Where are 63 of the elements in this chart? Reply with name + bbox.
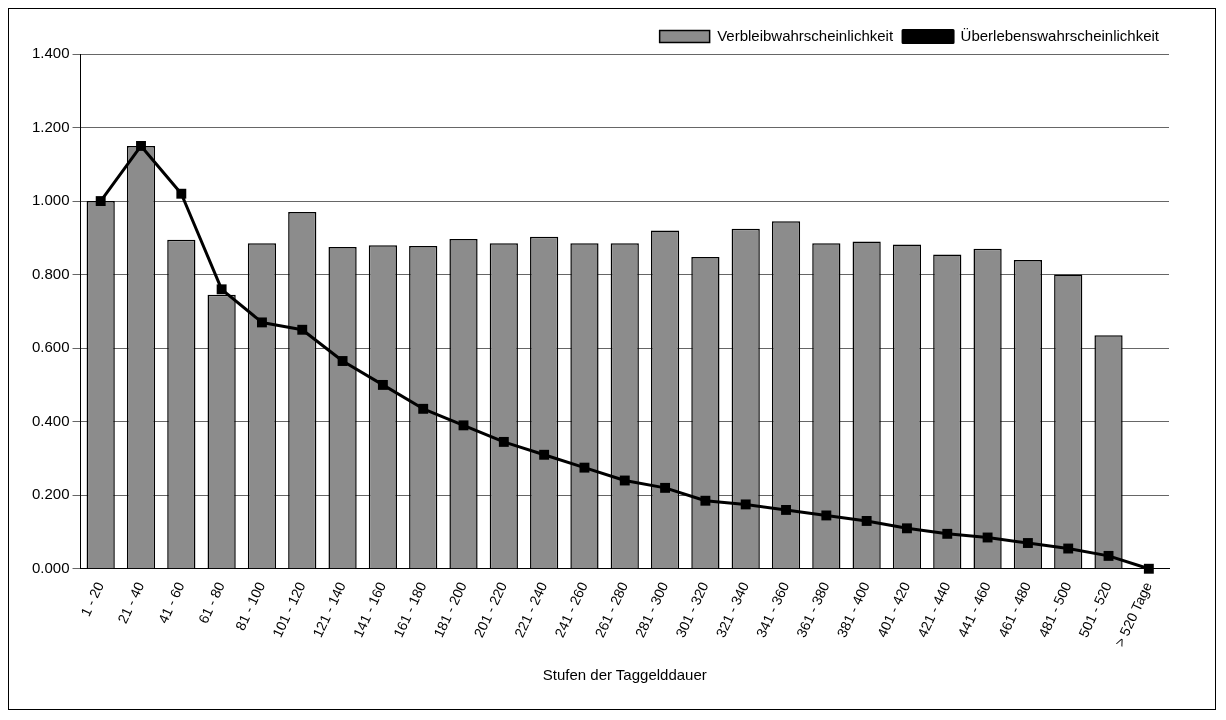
y-tick-label: 1.200 (31, 117, 70, 135)
x-axis-title: Stufen der Taggelddauer (542, 666, 707, 684)
point (1022, 538, 1033, 548)
x-tick-label: 461 - 480 (994, 579, 1035, 640)
point (297, 324, 308, 335)
point (1103, 550, 1114, 561)
x-tick-label: 121 - 140 (309, 579, 349, 640)
x-tick-label: 421 - 440 (913, 579, 954, 640)
x-tick-label: 341 - 360 (752, 579, 793, 640)
x-tick-label: 241 - 260 (551, 579, 591, 640)
x-tick-label: 401 - 420 (873, 579, 914, 640)
y-tick-label: 0.400 (31, 411, 70, 429)
point (458, 420, 469, 431)
point (337, 356, 348, 366)
point (660, 482, 671, 493)
y-tick-label: 1.400 (31, 44, 70, 62)
point (740, 499, 751, 510)
x-tick-label: 161 - 180 (389, 579, 430, 640)
point (377, 379, 388, 390)
x-tick-label: 441 - 460 (954, 579, 994, 640)
y-tick-label: 0.800 (31, 264, 70, 282)
x-tick-label: 201 - 220 (470, 579, 511, 640)
x-tick-label: 141 - 160 (349, 579, 390, 640)
point (136, 140, 146, 151)
x-tick-label: 301 - 320 (672, 579, 712, 640)
x-tick-label: 81 - 100 (231, 579, 269, 633)
x-tick-label: 1 - 20 (77, 579, 107, 619)
x-tick-label: 321 - 340 (712, 579, 753, 640)
point (902, 523, 912, 534)
y-tick-label: 0.000 (31, 558, 70, 576)
point (781, 504, 791, 515)
y-tick-label: 1.000 (31, 191, 70, 209)
x-tick-label: 41 - 60 (154, 579, 188, 626)
x-tick-label: 261 - 280 (591, 579, 632, 640)
point (418, 403, 429, 414)
y-tick-label: 0.200 (31, 485, 70, 503)
point (861, 516, 872, 526)
point (539, 449, 550, 460)
x-tick-label: 361 - 380 (793, 579, 833, 640)
legend-label: Verbleibwahrscheinlichkeit (717, 26, 894, 44)
point (95, 196, 106, 207)
point (216, 284, 227, 295)
y-tick-label: 0.600 (31, 338, 70, 356)
x-tick-label: 381 - 400 (833, 579, 873, 640)
x-tick-label: 61 - 80 (194, 579, 228, 626)
x-tick-label: 281 - 300 (631, 579, 672, 640)
legend-label: Überlebenswahrscheinlichkeit (960, 26, 1160, 44)
x-tick-label: 181 - 200 (430, 579, 470, 640)
point (700, 495, 711, 506)
point (821, 510, 832, 521)
point (257, 317, 267, 328)
x-tick-label: 221 - 240 (510, 579, 551, 640)
point (579, 462, 590, 473)
point (982, 532, 993, 543)
x-tick-label: 481 - 500 (1034, 579, 1075, 640)
point (1143, 563, 1154, 574)
point (176, 188, 187, 199)
point (498, 436, 509, 447)
x-tick-label: 101 - 120 (268, 579, 309, 640)
point (942, 528, 953, 539)
x-tick-label: 21 - 40 (114, 579, 148, 626)
point (619, 475, 630, 486)
point (1063, 543, 1074, 554)
